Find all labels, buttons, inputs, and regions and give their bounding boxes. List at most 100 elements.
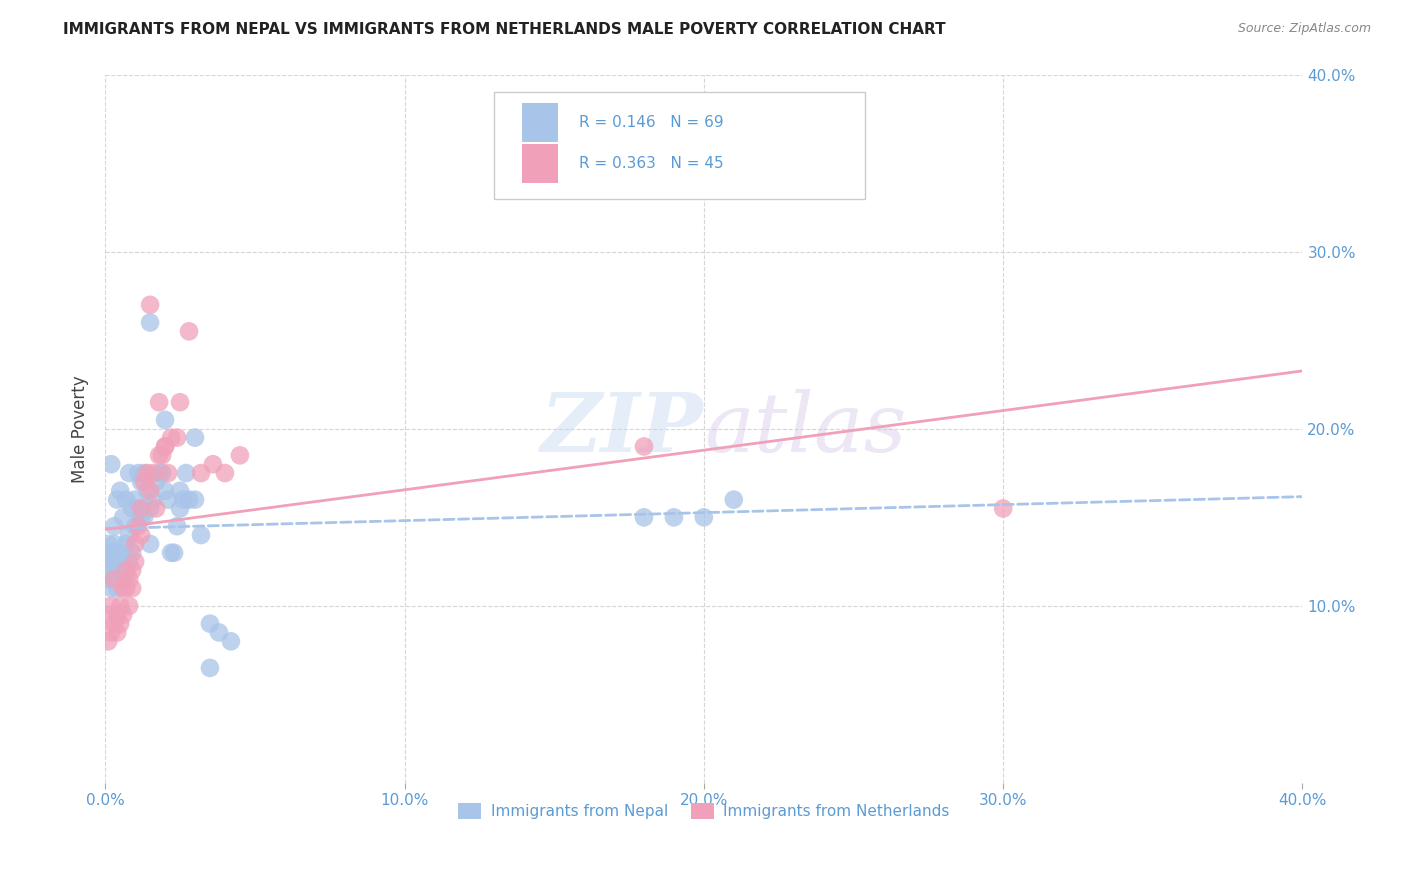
Point <box>105 625 128 640</box>
Point <box>172 492 194 507</box>
Text: R = 0.146   N = 69: R = 0.146 N = 69 <box>579 115 724 130</box>
Point <box>100 625 122 640</box>
Point <box>662 510 685 524</box>
Point <box>112 607 135 622</box>
Point <box>201 457 224 471</box>
Point <box>100 599 122 613</box>
Point <box>214 466 236 480</box>
Point <box>190 466 212 480</box>
Point <box>124 492 146 507</box>
Point <box>97 572 120 586</box>
Point <box>139 483 162 498</box>
Point <box>160 431 183 445</box>
Point <box>139 537 162 551</box>
FancyBboxPatch shape <box>522 144 558 183</box>
Point <box>115 564 138 578</box>
Point <box>153 483 176 498</box>
Point <box>115 564 138 578</box>
Point <box>129 528 152 542</box>
Point <box>105 581 128 595</box>
FancyBboxPatch shape <box>495 92 866 199</box>
Point <box>177 324 200 338</box>
Point <box>174 466 197 480</box>
Point <box>103 572 125 586</box>
Point <box>97 555 120 569</box>
Point <box>142 466 165 480</box>
Point <box>103 519 125 533</box>
Point <box>134 466 156 480</box>
Point <box>169 483 191 498</box>
Point <box>108 599 131 613</box>
Point <box>163 546 186 560</box>
Point <box>190 528 212 542</box>
Point <box>105 492 128 507</box>
Point <box>121 564 143 578</box>
Point <box>118 572 141 586</box>
Point <box>633 440 655 454</box>
Point <box>112 510 135 524</box>
Point <box>112 546 135 560</box>
Point <box>633 510 655 524</box>
Point <box>100 564 122 578</box>
Point <box>219 634 242 648</box>
Point <box>184 492 207 507</box>
Point <box>145 475 167 489</box>
Point <box>108 564 131 578</box>
Point <box>115 581 138 595</box>
Point <box>97 607 120 622</box>
Point <box>229 448 252 462</box>
Point <box>153 440 176 454</box>
Point <box>103 537 125 551</box>
Text: atlas: atlas <box>704 389 907 469</box>
Point <box>118 555 141 569</box>
Point <box>153 440 176 454</box>
Point <box>105 607 128 622</box>
Point <box>129 501 152 516</box>
Point <box>118 599 141 613</box>
Point <box>103 572 125 586</box>
Point <box>118 528 141 542</box>
Point <box>105 564 128 578</box>
Point <box>112 564 135 578</box>
Point <box>169 395 191 409</box>
Point <box>108 555 131 569</box>
Point <box>148 395 170 409</box>
Point <box>112 572 135 586</box>
Point <box>97 537 120 551</box>
Point <box>150 466 173 480</box>
Point <box>115 537 138 551</box>
Point <box>145 501 167 516</box>
Point <box>157 466 180 480</box>
Point <box>153 413 176 427</box>
Point <box>136 466 159 480</box>
Point <box>136 483 159 498</box>
Point <box>121 581 143 595</box>
Point <box>142 492 165 507</box>
Point <box>177 492 200 507</box>
Point <box>100 457 122 471</box>
Point <box>139 501 162 516</box>
Point <box>124 537 146 551</box>
Point <box>124 519 146 533</box>
Point <box>129 475 152 489</box>
Text: R = 0.363   N = 45: R = 0.363 N = 45 <box>579 155 724 170</box>
Point <box>169 501 191 516</box>
FancyBboxPatch shape <box>522 103 558 142</box>
Point <box>108 483 131 498</box>
Point <box>148 466 170 480</box>
Point <box>127 466 149 480</box>
Point <box>121 501 143 516</box>
Point <box>103 555 125 569</box>
Point <box>134 475 156 489</box>
Point <box>112 581 135 595</box>
Point <box>166 519 188 533</box>
Point <box>97 634 120 648</box>
Point <box>208 625 231 640</box>
Point <box>157 492 180 507</box>
Text: Source: ZipAtlas.com: Source: ZipAtlas.com <box>1237 22 1371 36</box>
Point <box>108 572 131 586</box>
Point <box>121 546 143 560</box>
Point <box>693 510 716 524</box>
Point <box>100 581 122 595</box>
Point <box>134 510 156 524</box>
